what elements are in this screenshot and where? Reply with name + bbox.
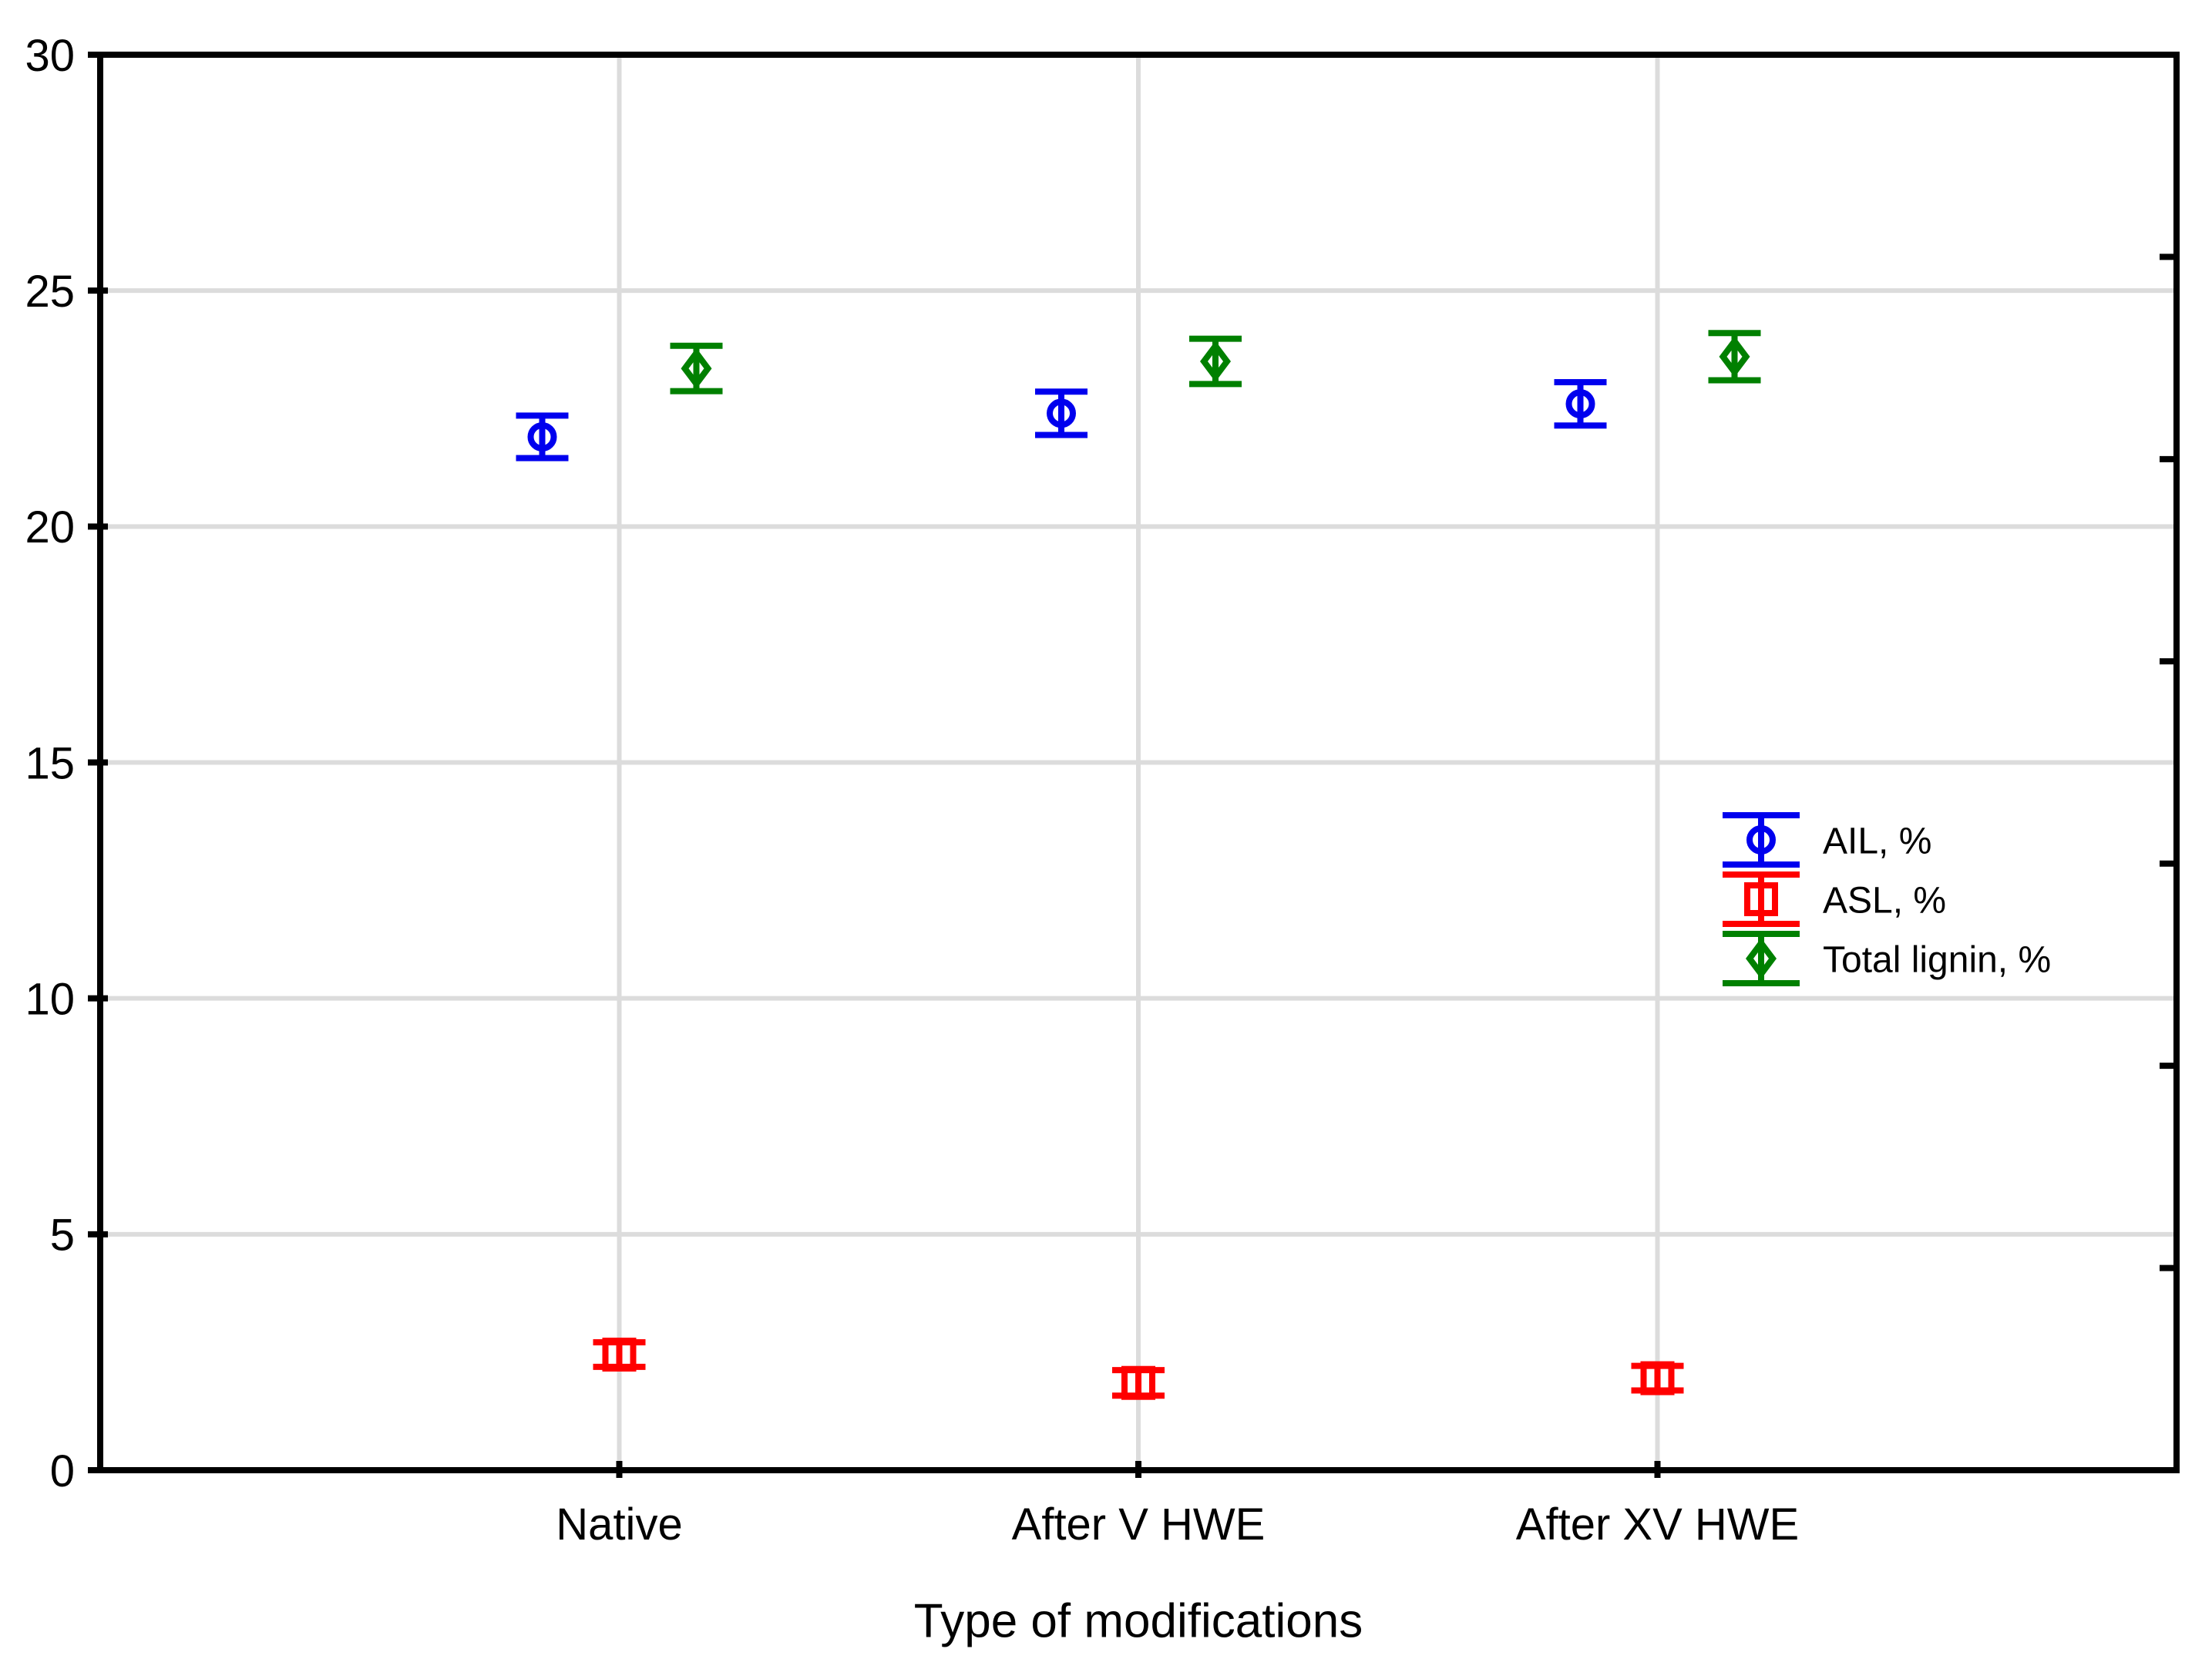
legend-label: AIL, % — [1823, 821, 1931, 861]
data-point-marker-square — [1121, 1365, 1155, 1400]
y-tick-label: 25 — [25, 267, 75, 317]
data-point-marker-square — [1640, 1361, 1675, 1395]
y-tick-label: 5 — [50, 1211, 75, 1261]
data-point-marker-circle — [1565, 389, 1595, 419]
category-label: After V HWE — [1012, 1499, 1266, 1550]
data-point-marker-circle — [1047, 398, 1076, 428]
y-tick-label: 30 — [25, 31, 75, 81]
data-point-marker-circle — [527, 421, 557, 452]
y-tick-label: 15 — [25, 738, 75, 788]
legend-marker-diamond — [1746, 938, 1777, 979]
data-point-marker-diamond — [1719, 336, 1750, 378]
legend-label: ASL, % — [1823, 880, 1946, 921]
category-label: Native — [556, 1499, 682, 1550]
data-point-marker-diamond — [681, 348, 712, 389]
y-tick-label: 10 — [25, 975, 75, 1025]
legend-label: Total lignin, % — [1823, 939, 2051, 980]
legend-marker-square — [1744, 882, 1778, 916]
y-tick-label: 0 — [50, 1446, 75, 1496]
x-axis-title: Type of modifications — [914, 1594, 1363, 1647]
legend-marker-circle — [1746, 825, 1776, 855]
category-label: After XV HWE — [1516, 1499, 1799, 1550]
data-point-marker-diamond — [1200, 341, 1231, 382]
y-tick-label: 20 — [25, 502, 75, 552]
data-point-marker-square — [602, 1337, 637, 1372]
